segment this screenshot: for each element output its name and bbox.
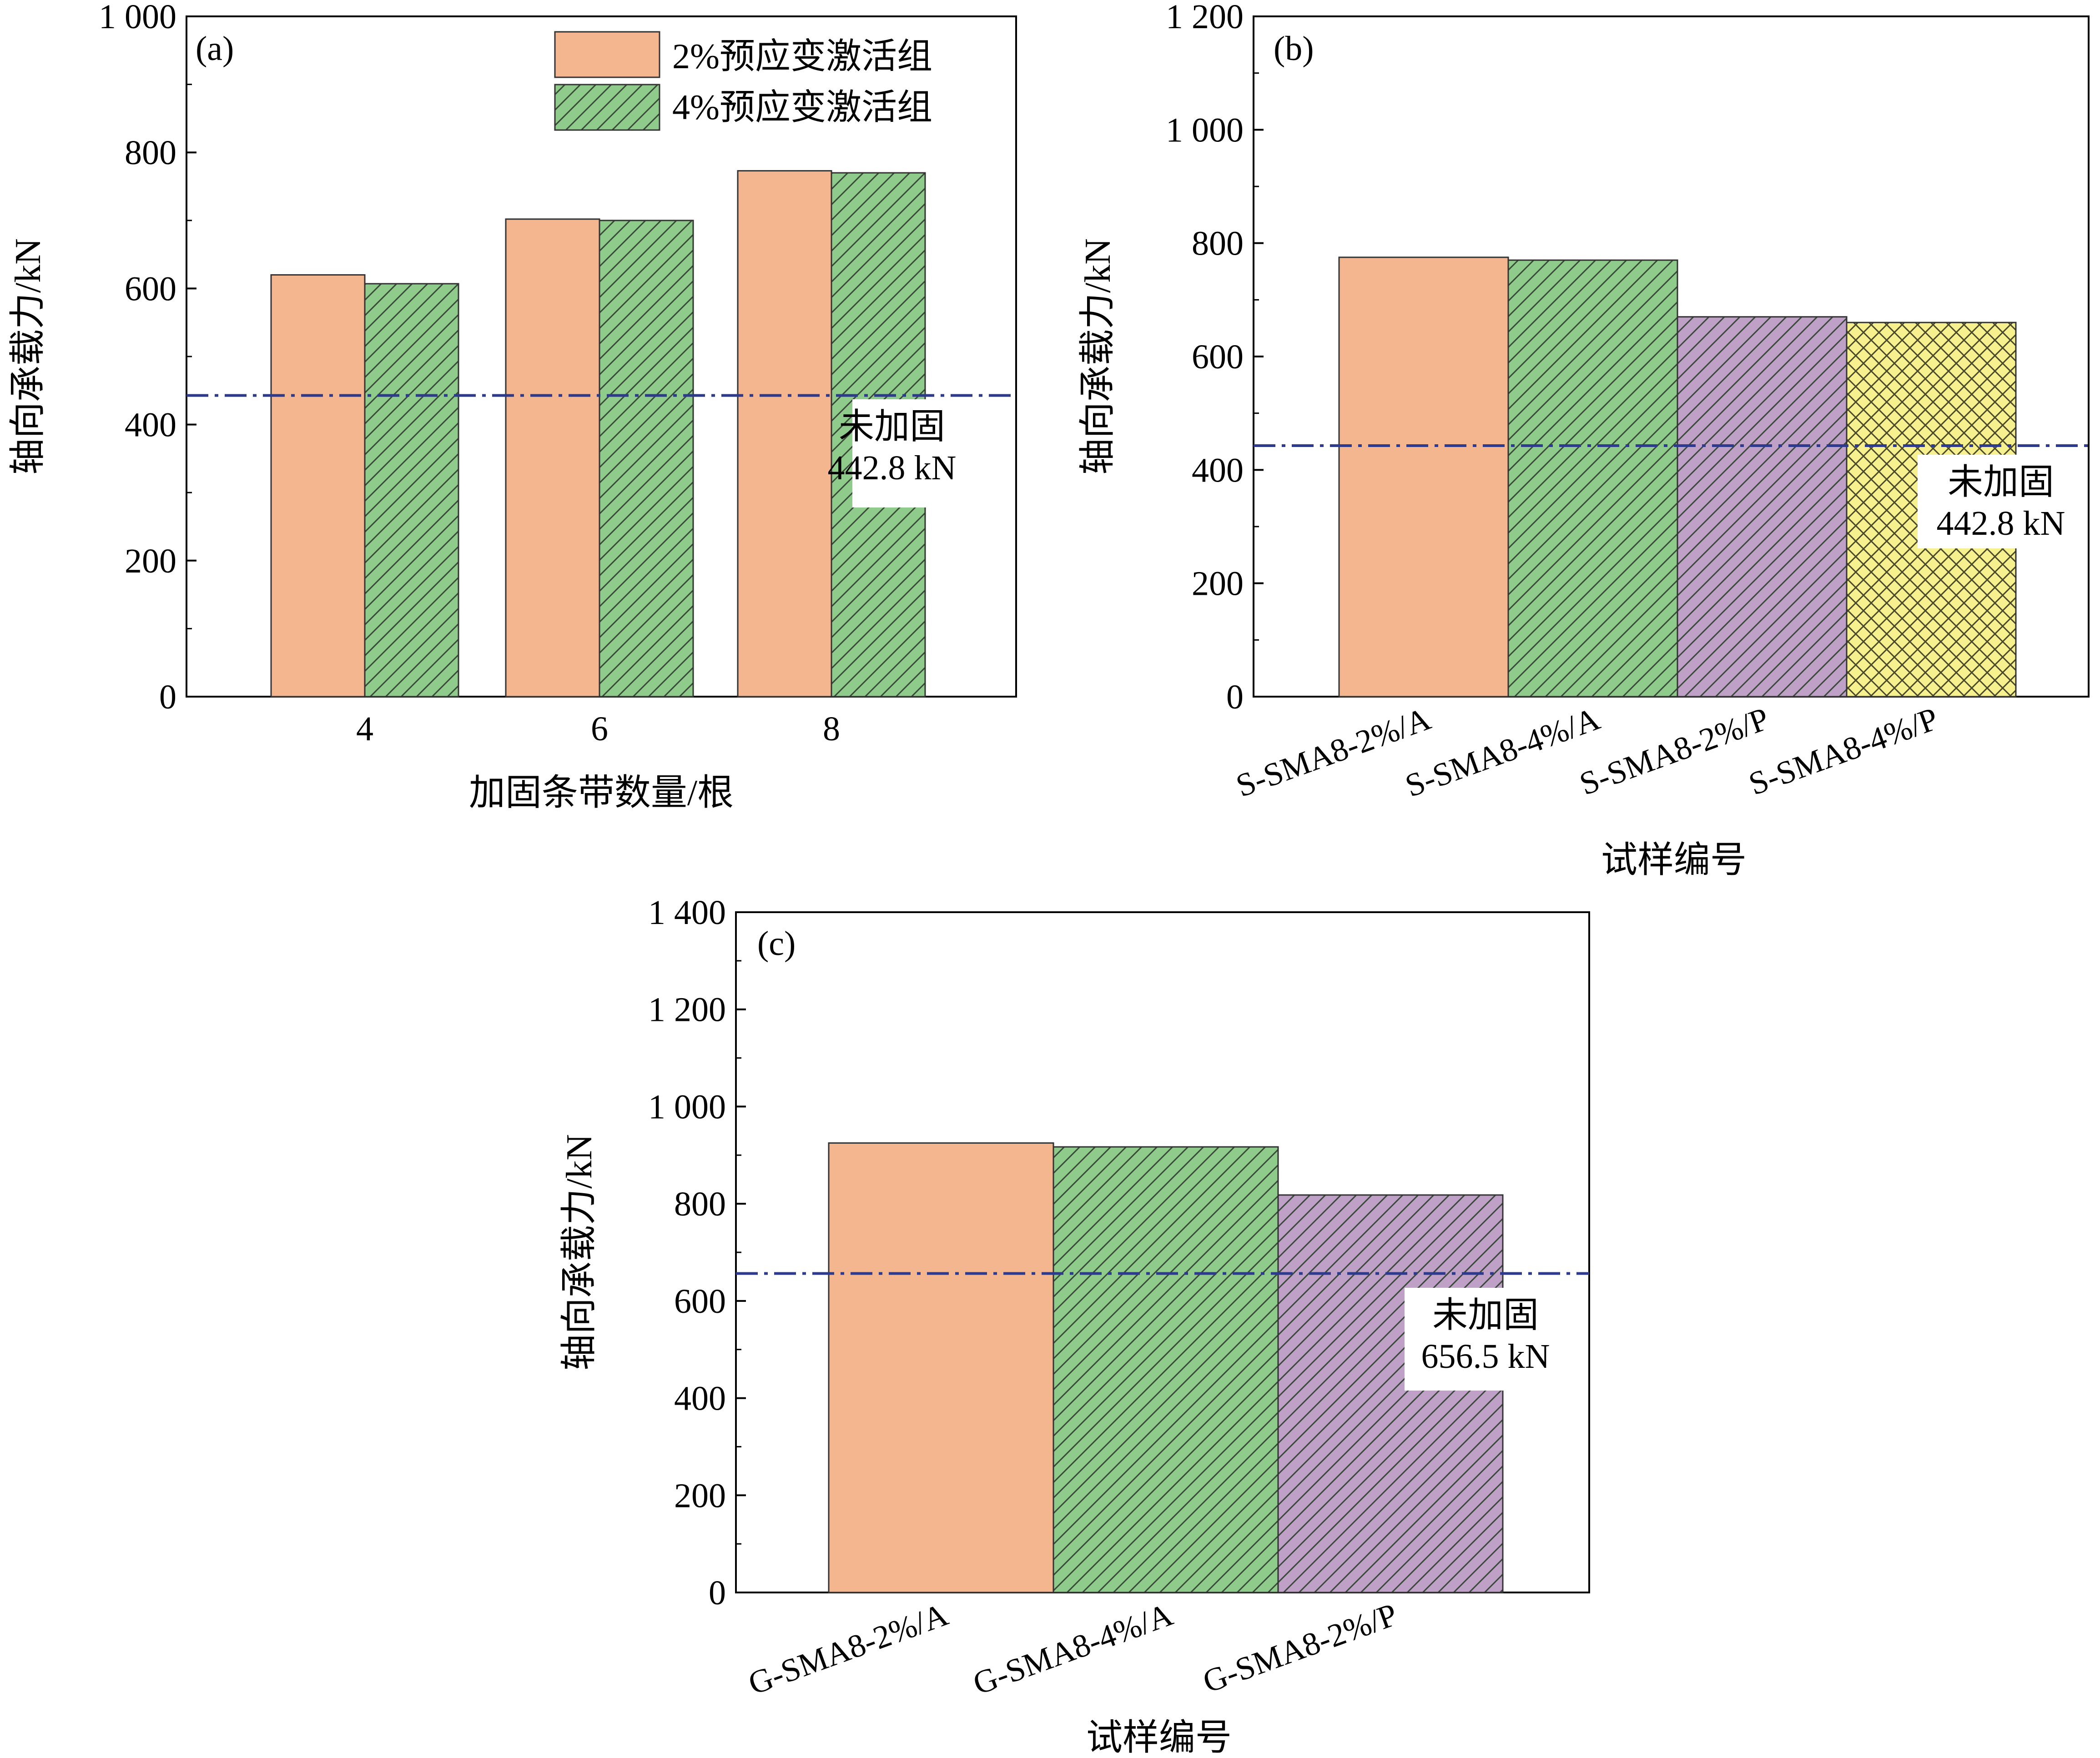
y-tick-label: 200 xyxy=(125,542,176,580)
bar-2-pattern xyxy=(1508,260,1677,697)
y-tick-label: 0 xyxy=(1226,678,1244,716)
y-tick-label: 1 400 xyxy=(648,894,726,932)
reference-label: 未加固 xyxy=(1948,462,2054,502)
x-tick-label: S-SMA8-2%/P xyxy=(1575,700,1773,802)
y-tick-label: 400 xyxy=(125,406,176,444)
reference-label-box xyxy=(852,399,932,507)
bars xyxy=(828,1142,1504,1593)
legend-label-1: 2%预应变激活组 xyxy=(672,36,932,76)
y-tick-label: 1 200 xyxy=(1166,0,1244,36)
y-tick-label: 600 xyxy=(1192,338,1244,376)
y-tick-label: 0 xyxy=(709,1574,726,1612)
reference-label: 未加固 xyxy=(839,407,945,446)
reference-value-label: 442.8 kN xyxy=(828,449,957,487)
bars xyxy=(1338,256,2017,698)
y-tick-label: 1 000 xyxy=(1166,111,1244,149)
y-tick-label: 200 xyxy=(1192,565,1244,603)
x-tick-label: S-SMA8-4%/P xyxy=(1744,700,1943,802)
reference-value-label: 656.5 kN xyxy=(1421,1337,1550,1376)
reference-value-label: 442.8 kN xyxy=(1937,504,2065,542)
bar-4-s1 xyxy=(271,275,365,697)
x-axis: G-SMA8-2%/A G-SMA8-4%/A G-SMA8-2%/P xyxy=(744,1582,1402,1702)
x-tick-label: G-SMA8-2%/A xyxy=(744,1596,953,1702)
x-tick-label: 8 xyxy=(823,710,840,748)
y-tick-label: 1 000 xyxy=(99,0,176,36)
legend-swatch-2 xyxy=(554,84,660,131)
bar-6-s2-outline xyxy=(599,220,694,698)
x-axis-label: 加固条带数量/根 xyxy=(469,773,734,813)
y-tick-label: 1 000 xyxy=(648,1088,726,1126)
reference-label-box xyxy=(1405,1288,1566,1391)
bar-3-outline xyxy=(1277,1194,1504,1593)
y-axis: 0 200 400 600 800 1 000 1 200 xyxy=(1166,0,1264,716)
x-axis-label: 试样编号 xyxy=(1086,1718,1232,1758)
y-tick-label: 800 xyxy=(674,1185,726,1223)
reference-label: 未加固 xyxy=(1432,1295,1539,1335)
bar-8-s1 xyxy=(738,171,831,697)
bar-1 xyxy=(1339,257,1508,697)
y-tick-label: 600 xyxy=(674,1282,726,1321)
y-axis-label: 轴向承载力/kN xyxy=(559,1134,599,1371)
bar-3-pattern xyxy=(1278,1195,1503,1592)
bar-1 xyxy=(829,1143,1053,1592)
panel-c: (c) 0 200 400 600 800 1 000 1 200 1 400 G-SMA8-… xyxy=(559,894,1590,1758)
x-tick-label: 4 xyxy=(356,710,373,748)
y-tick-label: 800 xyxy=(125,134,176,172)
y-tick-label: 0 xyxy=(159,678,176,716)
legend-swatch-1 xyxy=(554,31,660,78)
x-tick-label: G-SMA8-4%/A xyxy=(968,1596,1178,1702)
bar-4-s2-outline xyxy=(364,283,459,698)
y-tick-label: 800 xyxy=(1192,225,1244,263)
bar-6-s1 xyxy=(506,219,599,697)
panel-label: (a) xyxy=(196,30,234,68)
panel-label: (b) xyxy=(1274,30,1314,68)
reference-label-box xyxy=(1918,455,2084,548)
panel-label: (c) xyxy=(757,924,796,963)
x-tick-label: G-SMA8-2%/P xyxy=(1198,1596,1402,1700)
bar-6-s2-pattern xyxy=(599,220,693,697)
bar-4-s2-pattern xyxy=(365,283,458,697)
y-axis: 0 200 400 600 800 1 000 1 200 1 400 xyxy=(648,894,746,1612)
legend-label-2: 4%预应变激活组 xyxy=(672,87,932,127)
y-tick-label: 600 xyxy=(125,270,176,308)
y-tick-label: 400 xyxy=(674,1380,726,1418)
x-tick-label: 6 xyxy=(591,710,608,748)
y-tick-label: 1 200 xyxy=(648,991,726,1029)
y-axis: 0 200 400 600 800 1 000 xyxy=(99,0,196,716)
y-tick-label: 400 xyxy=(1192,451,1244,489)
x-axis-label: 试样编号 xyxy=(1601,840,1747,880)
y-axis-label: 轴向承载力/kN xyxy=(8,238,48,475)
legend: 2%预应变激活组 4%预应变激活组 xyxy=(554,31,932,131)
y-axis-label: 轴向承载力/kN xyxy=(1078,238,1118,475)
bar-2-pattern xyxy=(1053,1147,1278,1592)
bars xyxy=(270,170,926,698)
bar-3-pattern xyxy=(1677,316,1847,697)
y-tick-label: 200 xyxy=(674,1477,726,1515)
x-axis: S-SMA8-2%/AS-SMA8-4%/AS-SMA8-2%/PS-SMA8-… xyxy=(1231,687,1943,804)
x-tick-label: S-SMA8-4%/A xyxy=(1400,700,1604,804)
x-tick-label: S-SMA8-2%/A xyxy=(1231,700,1435,804)
